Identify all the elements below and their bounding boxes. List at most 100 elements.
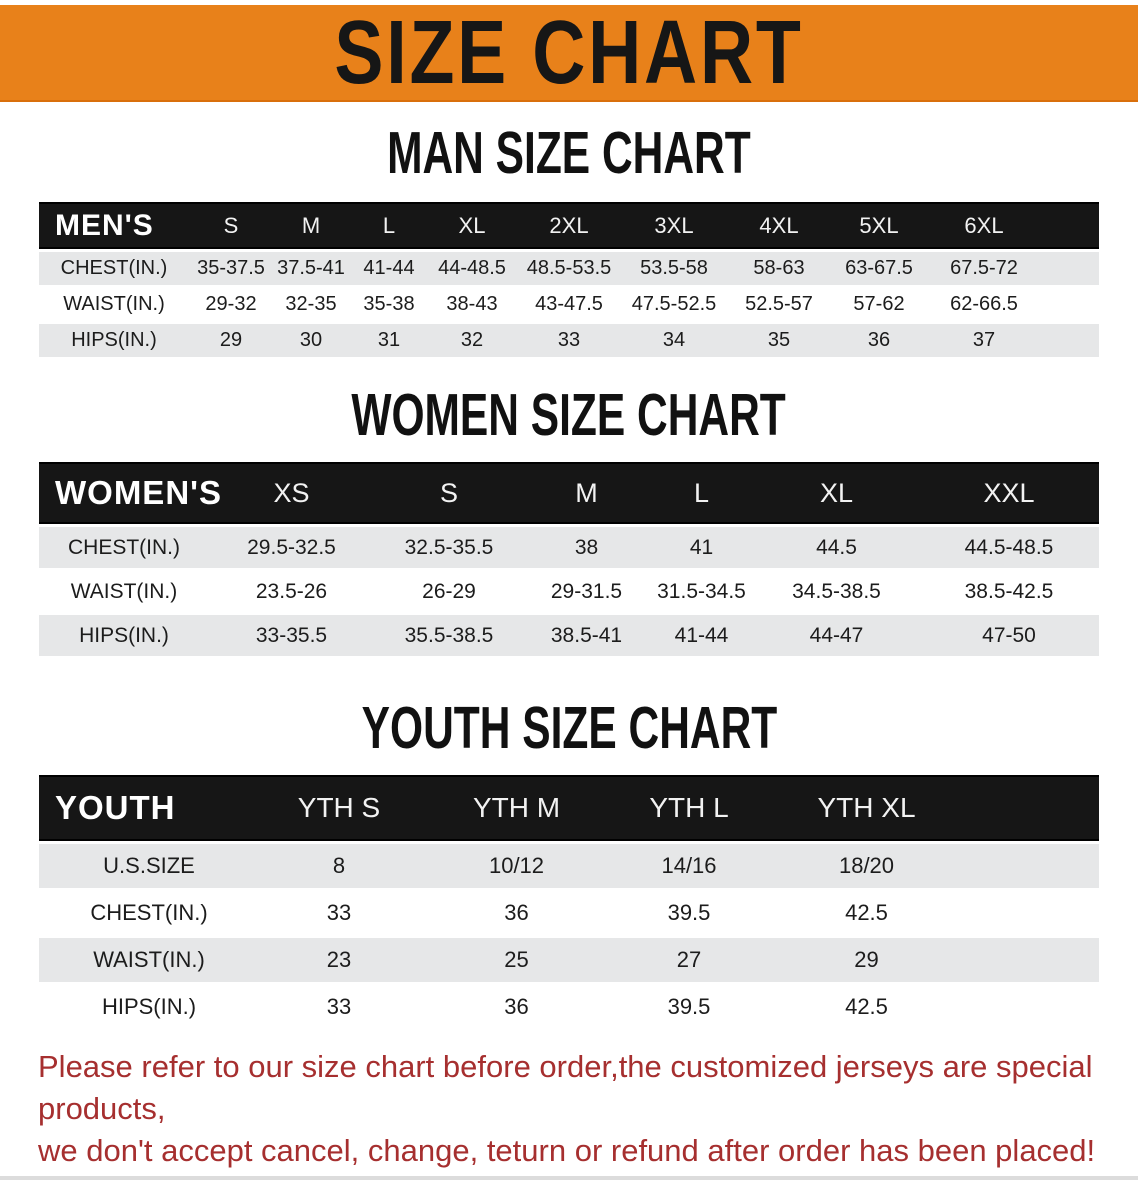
row-label-cell: CHEST(IN.) <box>39 527 209 568</box>
value-cell: 67.5-72 <box>925 252 1043 285</box>
measurement-row: CHEST(IN.) 29.5-32.5 32.5-35.5 38 41 44.5 44.5… <box>39 527 1099 568</box>
banner-title: SIZE CHART <box>334 2 804 102</box>
size-header-cell: S <box>189 202 273 249</box>
row-label-cell: WAIST(IN.) <box>39 938 259 982</box>
size-header-cell: YTH M <box>419 775 614 841</box>
row-label-cell: WAIST(IN.) <box>39 571 209 612</box>
size-header-cell: L <box>649 462 754 524</box>
row-label-cell: HIPS(IN.) <box>39 985 259 1029</box>
women-heading: WOMEN SIZE CHART <box>0 382 1138 447</box>
banner: SIZE CHART <box>0 2 1138 102</box>
men-heading: MAN SIZE CHART <box>0 120 1138 185</box>
value-cell: 31.5-34.5 <box>649 571 754 612</box>
header-filler-cell <box>1043 202 1099 249</box>
value-cell: 48.5-53.5 <box>515 252 623 285</box>
size-header-cell: YTH XL <box>764 775 969 841</box>
value-cell: 44-48.5 <box>429 252 515 285</box>
women-size-table: WOMEN'S XS S M L XL XXL CHEST(IN.) 29.5-32.5 32.… <box>39 459 1099 659</box>
value-cell: 57-62 <box>833 288 925 321</box>
size-header-cell: XXL <box>919 462 1099 524</box>
value-cell: 35-37.5 <box>189 252 273 285</box>
value-cell: 52.5-57 <box>725 288 833 321</box>
value-cell: 29 <box>189 324 273 357</box>
value-cell: 29 <box>764 938 969 982</box>
value-cell: 41-44 <box>349 252 429 285</box>
value-cell: 29.5-32.5 <box>209 527 374 568</box>
value-cell: 47.5-52.5 <box>623 288 725 321</box>
size-header-cell: XL <box>754 462 919 524</box>
value-cell: 23 <box>259 938 419 982</box>
measurement-row: CHEST(IN.) 33 36 39.5 42.5 <box>39 891 1099 935</box>
row-filler-cell <box>969 891 1099 935</box>
value-cell: 25 <box>419 938 614 982</box>
row-label-cell: CHEST(IN.) <box>39 891 259 935</box>
value-cell: 58-63 <box>725 252 833 285</box>
men-size-table: MEN'S S M L XL 2XL 3XL 4XL 5XL 6XL CHEST(IN.) 35-3… <box>39 199 1099 360</box>
header-filler-cell <box>969 775 1099 841</box>
value-cell: 29-32 <box>189 288 273 321</box>
value-cell: 35.5-38.5 <box>374 615 524 656</box>
value-cell: 43-47.5 <box>515 288 623 321</box>
row-filler-cell <box>1043 324 1099 357</box>
women-table-body: CHEST(IN.) 29.5-32.5 32.5-35.5 38 41 44.5 44.5… <box>39 527 1099 656</box>
value-cell: 44.5-48.5 <box>919 527 1099 568</box>
measurement-row: CHEST(IN.) 35-37.5 37.5-41 41-44 44-48.5 48.5… <box>39 252 1099 285</box>
row-filler-cell <box>969 844 1099 888</box>
value-cell: 37.5-41 <box>273 252 349 285</box>
value-cell: 38 <box>524 527 649 568</box>
disclaimer-line-1: Please refer to our size chart before or… <box>38 1049 1093 1126</box>
value-cell: 44.5 <box>754 527 919 568</box>
value-cell: 36 <box>419 891 614 935</box>
size-header-cell: 6XL <box>925 202 1043 249</box>
value-cell: 10/12 <box>419 844 614 888</box>
row-filler-cell <box>969 938 1099 982</box>
measurement-row: WAIST(IN.) 23.5-26 26-29 29-31.5 31.5-34.5 34… <box>39 571 1099 612</box>
size-header-cell: XL <box>429 202 515 249</box>
value-cell: 33 <box>259 985 419 1029</box>
bottom-strip <box>0 1175 1138 1180</box>
value-cell: 23.5-26 <box>209 571 374 612</box>
value-cell: 41-44 <box>649 615 754 656</box>
size-header-cell: 2XL <box>515 202 623 249</box>
value-cell: 26-29 <box>374 571 524 612</box>
value-cell: 53.5-58 <box>623 252 725 285</box>
value-cell: 33-35.5 <box>209 615 374 656</box>
value-cell: 62-66.5 <box>925 288 1043 321</box>
value-cell: 30 <box>273 324 349 357</box>
measurement-row: HIPS(IN.) 33-35.5 35.5-38.5 38.5-41 41-44 44-… <box>39 615 1099 656</box>
youth-heading: YOUTH SIZE CHART <box>0 695 1138 760</box>
youth-heading-text: YOUTH SIZE CHART <box>361 694 777 761</box>
value-cell: 35 <box>725 324 833 357</box>
value-cell: 63-67.5 <box>833 252 925 285</box>
size-header-cell: YTH L <box>614 775 764 841</box>
value-cell: 37 <box>925 324 1043 357</box>
women-heading-text: WOMEN SIZE CHART <box>351 381 787 448</box>
value-cell: 39.5 <box>614 985 764 1029</box>
value-cell: 38.5-41 <box>524 615 649 656</box>
row-filler-cell <box>1043 288 1099 321</box>
size-header-cell: YTH S <box>259 775 419 841</box>
value-cell: 41 <box>649 527 754 568</box>
youth-table-header: YOUTH YTH S YTH M YTH L YTH XL <box>39 775 1099 841</box>
row-label-cell: U.S.SIZE <box>39 844 259 888</box>
size-header-cell: 5XL <box>833 202 925 249</box>
value-cell: 29-31.5 <box>524 571 649 612</box>
value-cell: 34.5-38.5 <box>754 571 919 612</box>
row-filler-cell <box>1043 252 1099 285</box>
value-cell: 36 <box>833 324 925 357</box>
value-cell: 38.5-42.5 <box>919 571 1099 612</box>
men-table-header: MEN'S S M L XL 2XL 3XL 4XL 5XL 6XL <box>39 202 1099 249</box>
value-cell: 47-50 <box>919 615 1099 656</box>
youth-size-table: YOUTH YTH S YTH M YTH L YTH XL U.S.SIZE 8 10/1… <box>39 772 1099 1032</box>
disclaimer: Please refer to our size chart before or… <box>38 1046 1118 1172</box>
value-cell: 31 <box>349 324 429 357</box>
size-header-row: WOMEN'S XS S M L XL XXL <box>39 462 1099 524</box>
table-title-cell: WOMEN'S <box>39 462 221 524</box>
men-section: MAN SIZE CHART MEN'S S M L XL 2XL 3XL 4XL 5XL 6XL… <box>0 120 1138 360</box>
row-label-cell: HIPS(IN.) <box>39 324 189 357</box>
row-label-cell: WAIST(IN.) <box>39 288 189 321</box>
women-section: WOMEN SIZE CHART WOMEN'S XS S M L XL XXL CHEST… <box>0 382 1138 659</box>
value-cell: 39.5 <box>614 891 764 935</box>
measurement-row: HIPS(IN.) 33 36 39.5 42.5 <box>39 985 1099 1029</box>
